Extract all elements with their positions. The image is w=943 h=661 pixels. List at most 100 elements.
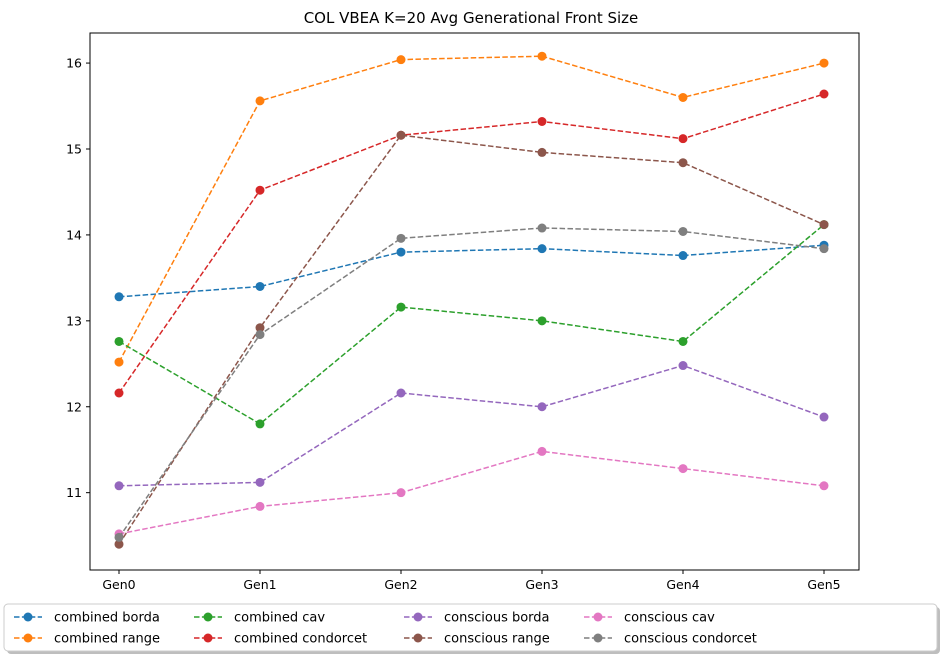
data-point — [678, 158, 688, 168]
data-point — [255, 96, 265, 106]
data-point — [396, 488, 406, 498]
legend: combined borda combined range combined cav… — [3, 603, 940, 654]
data-point — [537, 147, 547, 157]
series-line — [118, 55, 825, 363]
series-combined-range — [114, 51, 829, 367]
x-tick-label: Gen1 — [243, 577, 276, 592]
y-tick-label: 16 — [66, 56, 82, 71]
data-point — [678, 92, 688, 102]
legend-label: combined cav — [234, 611, 325, 626]
data-point — [678, 361, 688, 371]
legend-label: combined range — [54, 632, 160, 647]
data-point — [114, 336, 124, 346]
data-point — [255, 419, 265, 429]
data-point — [678, 336, 688, 346]
data-point — [396, 130, 406, 140]
x-tick-label: Gen4 — [666, 577, 699, 592]
data-point — [396, 388, 406, 398]
data-point — [678, 134, 688, 144]
legend-label: conscious condorcet — [624, 632, 757, 647]
data-point — [819, 481, 829, 491]
series-line — [118, 93, 825, 394]
data-point — [396, 302, 406, 312]
series-line — [118, 450, 825, 535]
legend-label: conscious range — [444, 632, 550, 647]
legend-item: combined cav — [194, 611, 325, 626]
data-point — [255, 330, 265, 340]
legend-swatch-marker — [593, 612, 603, 622]
legend-item: conscious condorcet — [584, 632, 757, 647]
legend-swatch-marker — [203, 612, 213, 622]
data-point — [114, 292, 124, 302]
data-point — [537, 316, 547, 326]
series-line — [118, 134, 825, 545]
series-combined-borda — [114, 240, 829, 302]
legend-swatch-marker — [23, 612, 33, 622]
data-point — [396, 247, 406, 257]
y-tick-label: 11 — [66, 485, 82, 500]
data-point — [396, 233, 406, 243]
data-point — [678, 226, 688, 236]
data-point — [114, 481, 124, 491]
legend-swatch-marker — [593, 633, 603, 643]
series-line — [118, 244, 825, 298]
legend-label: combined borda — [54, 611, 160, 626]
data-point — [819, 244, 829, 254]
legend-item: conscious borda — [404, 611, 550, 626]
legend-swatch-marker — [413, 612, 423, 622]
data-point — [678, 464, 688, 474]
data-point — [537, 51, 547, 61]
x-tick-label: Gen0 — [102, 577, 135, 592]
legend-item: conscious range — [404, 632, 550, 647]
legend-swatch-marker — [203, 633, 213, 643]
plot-area — [89, 32, 860, 571]
data-point — [255, 185, 265, 195]
series-conscious-cav — [114, 446, 829, 539]
legend-label: combined condorcet — [234, 632, 367, 647]
series-conscious-borda — [114, 361, 829, 491]
data-point — [255, 501, 265, 511]
data-point — [537, 446, 547, 456]
legend-label: conscious cav — [624, 611, 715, 626]
data-point — [114, 539, 124, 549]
legend-item: combined range — [14, 632, 160, 647]
y-tick-label: 12 — [66, 399, 82, 414]
data-point — [255, 281, 265, 291]
data-point — [255, 323, 265, 333]
series-combined-condorcet — [114, 89, 829, 398]
legend-item: conscious cav — [584, 611, 715, 626]
legend-item: combined condorcet — [194, 632, 367, 647]
data-point — [255, 477, 265, 487]
data-point — [114, 388, 124, 398]
data-point — [819, 58, 829, 68]
chart-title: COL VBEA K=20 Avg Generational Front Siz… — [304, 9, 639, 27]
series-conscious-range — [114, 130, 829, 549]
series-line — [118, 224, 825, 425]
data-point — [537, 116, 547, 126]
data-point — [114, 357, 124, 367]
data-point — [678, 251, 688, 261]
data-point — [537, 402, 547, 412]
y-tick-label: 15 — [66, 141, 82, 156]
legend-label: conscious borda — [444, 611, 550, 626]
legend-swatch-marker — [413, 633, 423, 643]
series-combined-cav — [114, 220, 829, 429]
data-point — [114, 532, 124, 542]
legend-item: combined borda — [14, 611, 160, 626]
series-line — [118, 227, 825, 538]
x-tick-label: Gen5 — [807, 577, 840, 592]
data-point — [537, 244, 547, 254]
x-tick-label: Gen3 — [525, 577, 558, 592]
series-line — [118, 364, 825, 487]
y-tick-label: 14 — [66, 227, 82, 242]
legend-swatch-marker — [23, 633, 33, 643]
x-tick-label: Gen2 — [384, 577, 417, 592]
data-point — [819, 220, 829, 230]
series-conscious-condorcet — [114, 223, 829, 542]
data-point — [819, 89, 829, 99]
data-point — [537, 223, 547, 233]
data-point — [396, 55, 406, 65]
legend-box — [3, 603, 938, 652]
data-point — [819, 412, 829, 422]
